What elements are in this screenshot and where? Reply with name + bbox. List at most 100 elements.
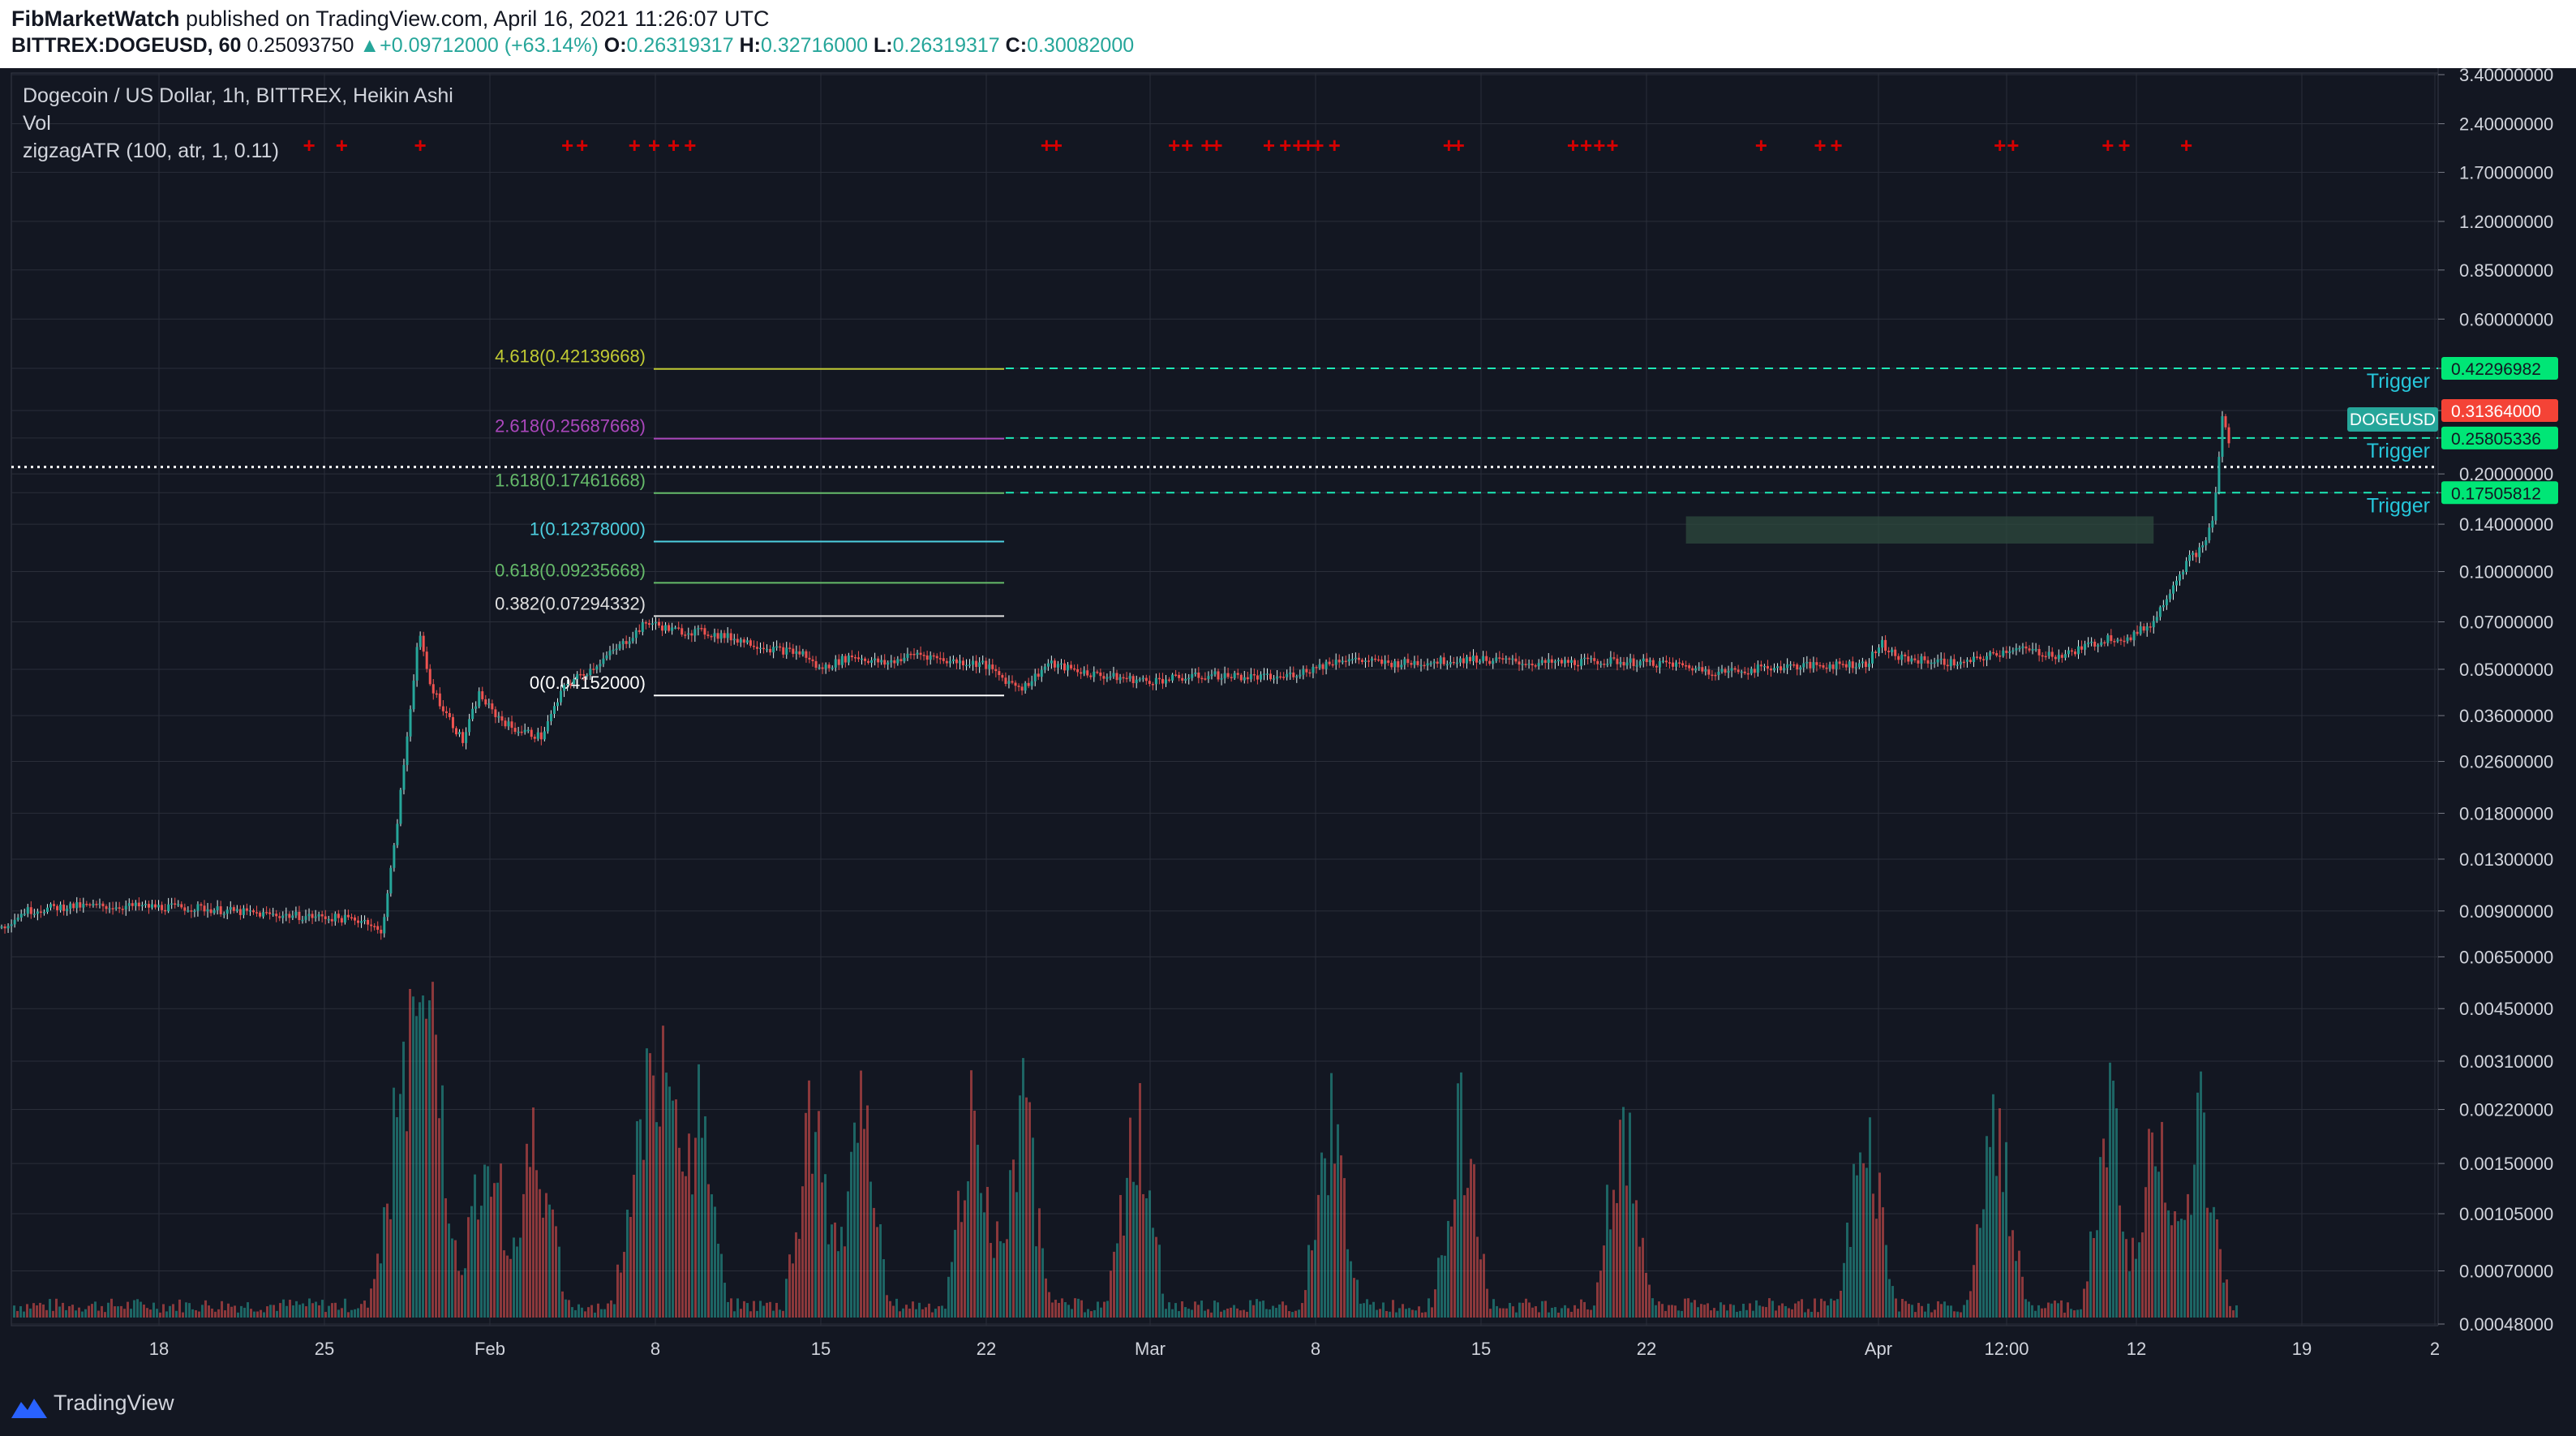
volume-bar [68, 1305, 71, 1318]
y-tick-label: 0.01800000 [2459, 803, 2553, 823]
volume-bar [1090, 1311, 1093, 1318]
volume-bar [1019, 1095, 1021, 1318]
candle-body [1089, 675, 1093, 677]
volume-bar [1346, 1249, 1349, 1318]
volume-bar [1522, 1302, 1524, 1318]
zigzag-marker: + [668, 133, 680, 157]
volume-bar [2190, 1215, 2192, 1318]
volume-bar [1917, 1302, 1920, 1318]
candle-body [56, 905, 59, 910]
volume-bar [1288, 1311, 1290, 1318]
candle-body [543, 731, 546, 740]
candle-body [1681, 663, 1685, 666]
volume-bar [165, 1311, 168, 1318]
volume-bar [266, 1306, 268, 1318]
candle-body [1556, 660, 1560, 662]
candle-body [1737, 669, 1740, 673]
volume-bar [996, 1221, 998, 1318]
zigzag-marker: + [1567, 133, 1579, 157]
candle-body [1979, 656, 1982, 660]
candle-body [546, 720, 549, 732]
candle-body [991, 664, 994, 669]
y-tick-label: 0.00048000 [2459, 1314, 2553, 1335]
candle-body [1230, 677, 1233, 678]
volume-bar [1681, 1310, 1683, 1318]
volume-bar [1330, 1073, 1333, 1318]
volume-bar [1775, 1310, 1777, 1318]
volume-bar [2151, 1132, 2153, 1318]
volume-bar [2226, 1279, 2228, 1318]
candle-body [1360, 660, 1363, 662]
volume-bar [1674, 1305, 1677, 1318]
candle-body [2063, 654, 2067, 658]
volume-bar [341, 1308, 343, 1318]
candle-body [1612, 657, 1616, 659]
candle-body [1387, 660, 1390, 663]
volume-bar [311, 1303, 314, 1318]
candle-body [1252, 673, 1256, 676]
candle-body [834, 659, 837, 668]
candle-body [726, 633, 729, 638]
footer-brand[interactable]: TradingView [54, 1391, 174, 1415]
zigzag-marker: + [1312, 133, 1324, 157]
volume-bar [941, 1305, 943, 1318]
candle-body [98, 903, 101, 905]
candle-body [1384, 660, 1387, 664]
fib-level-label: 1.618(0.17461668) [495, 471, 646, 491]
candle-body [576, 673, 579, 679]
candle-body [1315, 667, 1318, 669]
candle-body [164, 909, 167, 912]
candle-body [262, 912, 265, 917]
volume-bar [1369, 1305, 1372, 1318]
candle-body [2087, 642, 2090, 644]
volume-bar [2070, 1309, 2072, 1318]
volume-bar [1950, 1305, 1952, 1318]
volume-bar [422, 995, 424, 1318]
publisher-name[interactable]: FibMarketWatch [11, 6, 180, 31]
volume-bar [334, 1302, 337, 1318]
volume-bar [315, 1301, 317, 1318]
volume-bar [227, 1303, 230, 1318]
volume-bar [1927, 1303, 1930, 1318]
volume-bar [1840, 1290, 1842, 1318]
volume-bar [665, 1073, 668, 1318]
candle-body [238, 909, 242, 915]
volume-bar [2196, 1092, 2199, 1318]
volume-bar [613, 1304, 616, 1318]
candle-body [16, 917, 19, 920]
candle-body [1168, 679, 1171, 681]
tradingview-logo-icon[interactable] [10, 1392, 49, 1421]
candle-body [1815, 662, 1818, 665]
volume-bar [1619, 1120, 1621, 1318]
price-chart[interactable]: 3.40000000 2.40000000 1.70000000 1.20000000… [0, 68, 2576, 1379]
volume-bar [1405, 1309, 1407, 1318]
candle-body [196, 904, 200, 911]
candle-body [755, 647, 758, 649]
volume-bar [1071, 1309, 1073, 1318]
volume-bar [169, 1305, 171, 1318]
volume-bar [1194, 1301, 1196, 1318]
candle-body [719, 633, 723, 639]
fib-level-label: 0.618(0.09235668) [495, 560, 646, 580]
close-value: 0.30082000 [1027, 34, 1135, 57]
candle-body [484, 699, 487, 705]
candle-body [1672, 662, 1675, 667]
trigger-price-value: 0.25805336 [2451, 430, 2541, 449]
volume-bar [915, 1309, 917, 1318]
candle-body [75, 902, 79, 909]
candle-body [1844, 664, 1848, 668]
candle-body [1825, 667, 1828, 669]
candle-body [200, 904, 203, 906]
volume-bar [16, 1310, 19, 1318]
volume-bar [1486, 1288, 1488, 1318]
candle-body [749, 640, 752, 646]
candle-body [968, 664, 972, 666]
volume-bar [58, 1306, 61, 1318]
candle-body [507, 721, 510, 727]
volume-bar [470, 1206, 473, 1318]
candle-body [1380, 659, 1384, 664]
volume-bar [1791, 1309, 1793, 1318]
zigzag-marker: + [303, 133, 315, 157]
volume-bar [1716, 1310, 1719, 1318]
volume-bar [1028, 1102, 1031, 1318]
